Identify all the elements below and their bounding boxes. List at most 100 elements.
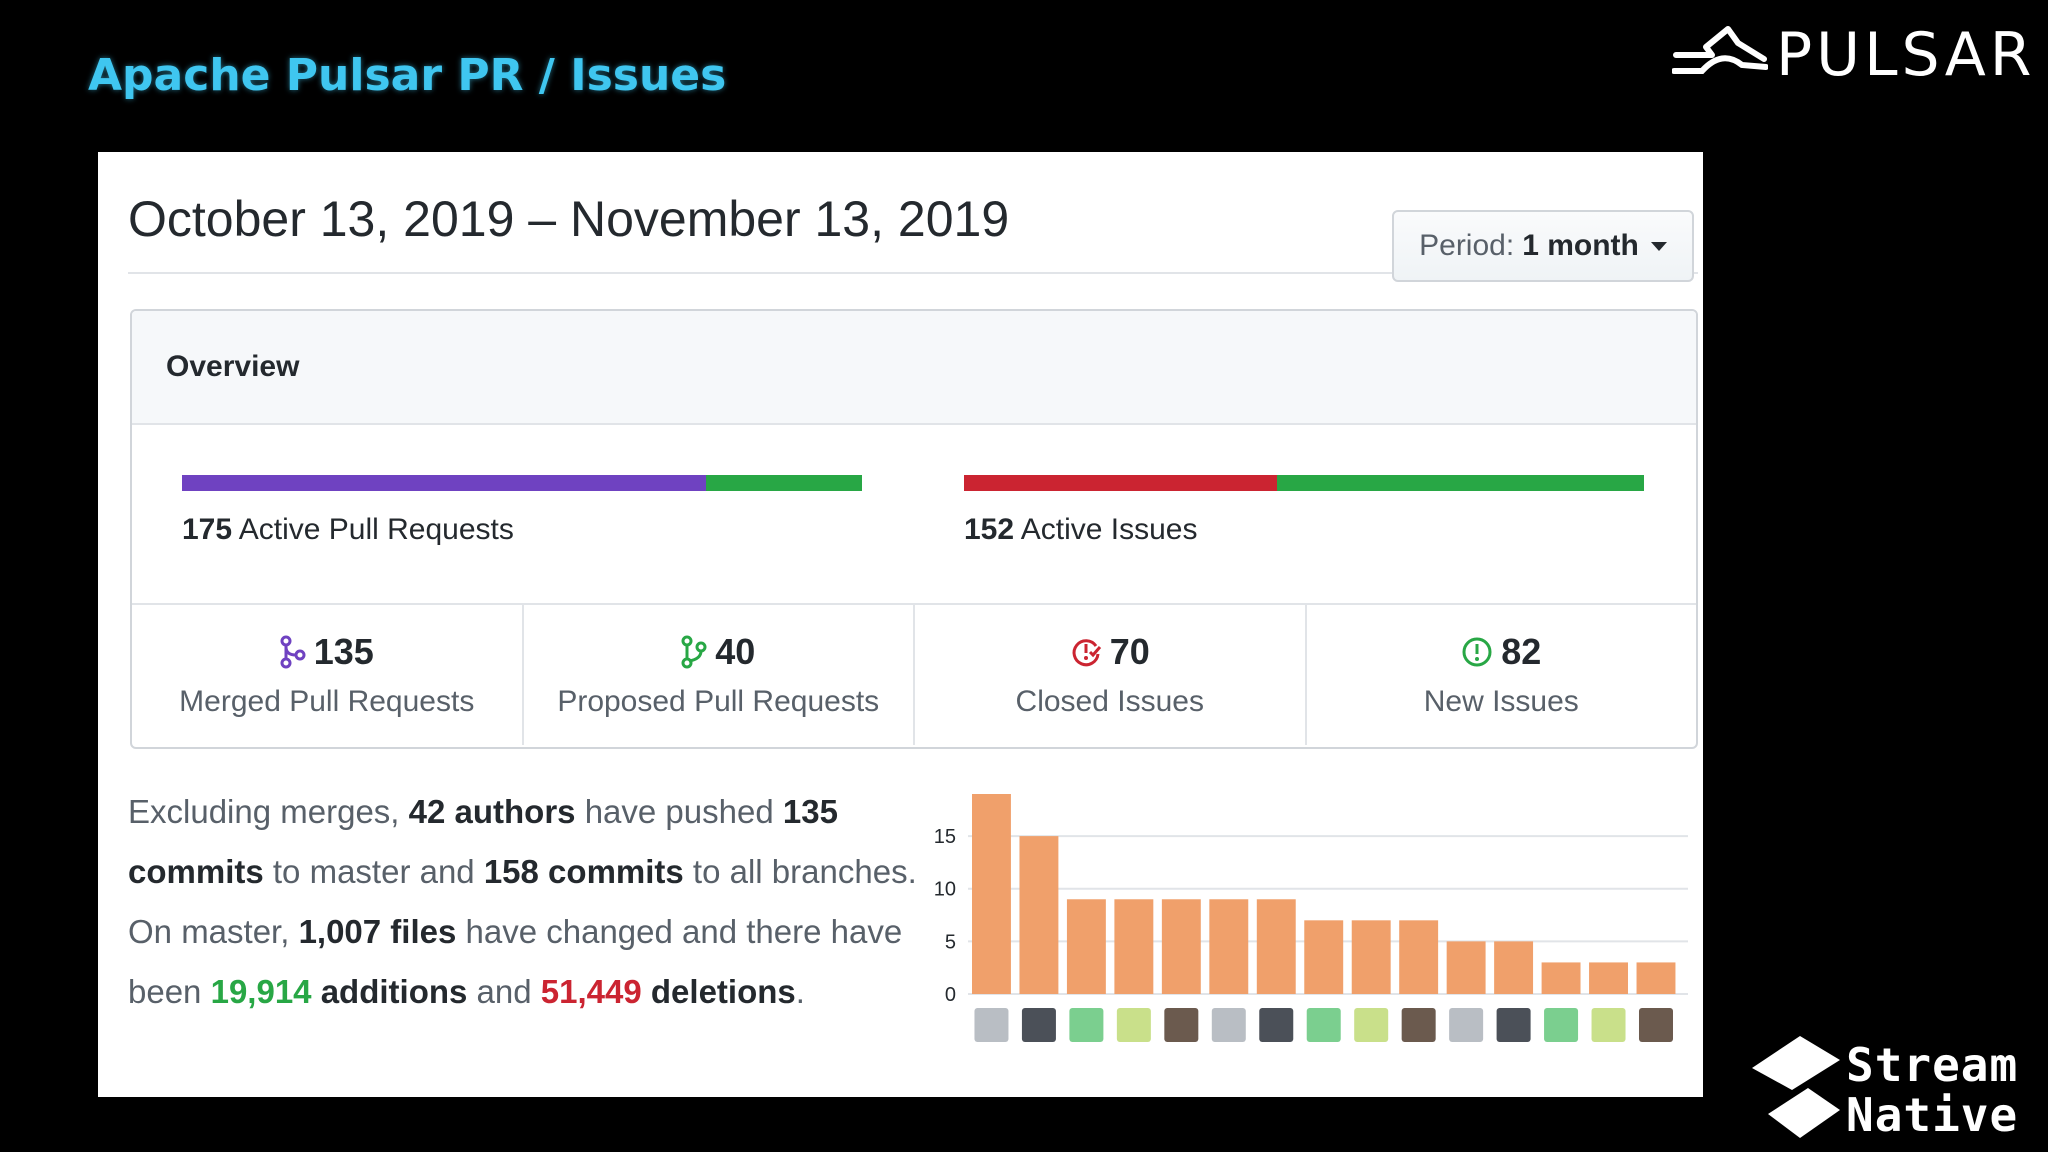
slide-title: Apache Pulsar PR / Issues: [88, 50, 727, 101]
merged-prs-label: Merged Pull Requests: [179, 685, 475, 718]
overview-panel: Overview 175 Active Pull Requests 15: [130, 309, 1698, 749]
chart-bar-4[interactable]: [1114, 899, 1154, 994]
author-avatar-4[interactable]: [1116, 1008, 1151, 1042]
caret-down-icon: [1650, 241, 1667, 251]
chart-bar-12[interactable]: [1494, 941, 1534, 994]
author-avatar-15[interactable]: [1638, 1008, 1673, 1042]
issue-opened-icon: [1462, 637, 1492, 667]
pulsar-wave-icon: [1672, 26, 1768, 74]
closed-issues-value: 70: [1109, 631, 1150, 672]
commit-summary-paragraph: Excluding merges, 42 authors have pushed…: [128, 782, 928, 1022]
date-range-title: October 13, 2019 – November 13, 2019: [128, 191, 1010, 247]
new-issues-value: 82: [1501, 631, 1542, 672]
author-avatar-6[interactable]: [1211, 1008, 1246, 1042]
closed-issues-stat[interactable]: 70 Closed Issues: [915, 605, 1307, 745]
author-avatar-14[interactable]: [1591, 1008, 1626, 1042]
pull-requests-progress-bar: [182, 475, 862, 491]
proposed-prs-segment: [706, 475, 862, 491]
new-issues-segment: [1276, 475, 1644, 491]
streamnative-logo-line2: Native: [1846, 1088, 2019, 1142]
summary-text-3: to master and: [263, 853, 484, 890]
chart-bar-1[interactable]: [972, 794, 1011, 994]
active-pull-requests-caption: 175 Active Pull Requests: [182, 513, 862, 547]
summary-text-7: .: [795, 973, 805, 1010]
streamnative-logo: Stream Native: [1748, 1030, 2038, 1146]
closed-issues-segment: [964, 475, 1277, 491]
new-issues-label: New Issues: [1423, 685, 1579, 718]
chart-bar-11[interactable]: [1446, 941, 1486, 994]
author-avatar-11[interactable]: [1449, 1008, 1484, 1042]
author-avatar-12[interactable]: [1496, 1008, 1531, 1042]
period-dropdown-button[interactable]: Period: 1 month: [1392, 210, 1694, 282]
chart-bar-15[interactable]: [1636, 962, 1676, 994]
author-avatar-1[interactable]: [974, 1008, 1009, 1042]
merged-pull-requests-stat[interactable]: 135 Merged Pull Requests: [132, 605, 524, 745]
chart-bar-8[interactable]: [1304, 920, 1344, 994]
pulsar-logo: PULSAR: [1672, 10, 2032, 100]
author-avatar-2[interactable]: [1021, 1008, 1056, 1042]
summary-text-2: have pushed: [575, 793, 783, 830]
git-merge-icon: [280, 635, 306, 669]
authors-count: 42 authors: [408, 793, 576, 830]
streamnative-logo-line1: Stream: [1846, 1038, 2019, 1092]
active-pr-label: Active Pull Requests: [238, 513, 514, 546]
additions-count: 19,914: [210, 973, 312, 1010]
merged-prs-value: 135: [313, 631, 374, 672]
chart-bar-7[interactable]: [1256, 899, 1296, 994]
proposed-pull-requests-stat[interactable]: 40 Proposed Pull Requests: [524, 605, 915, 745]
author-avatar-8[interactable]: [1306, 1008, 1341, 1042]
chart-bar-9[interactable]: [1351, 920, 1391, 994]
activity-bars-row: 175 Active Pull Requests 152 Active Issu…: [132, 425, 1696, 605]
overview-title: Overview: [132, 311, 1696, 425]
git-pull-request-icon: [681, 635, 707, 669]
active-pr-count: 175: [182, 513, 233, 546]
streamnative-mark-icon: [1752, 1036, 1840, 1138]
active-issues-caption: 152 Active Issues: [964, 513, 1644, 547]
summary-text-4: to all branches. On master,: [128, 853, 917, 950]
proposed-prs-label: Proposed Pull Requests: [557, 685, 880, 718]
chart-bar-6[interactable]: [1209, 899, 1249, 994]
issue-closed-icon: [1072, 639, 1101, 667]
chart-bar-10[interactable]: [1399, 920, 1439, 994]
additions-label: additions: [311, 973, 468, 1010]
author-avatar-7[interactable]: [1259, 1008, 1294, 1042]
y-tick-label-3: 15: [934, 826, 956, 848]
summary-text-1: Excluding merges,: [128, 793, 409, 830]
stats-row: 135 Merged Pull Requests 40 Proposed Pul…: [132, 605, 1696, 745]
chart-bar-5[interactable]: [1161, 899, 1201, 994]
merged-prs-segment: [182, 475, 707, 491]
all-branch-commits-count: 158 commits: [483, 853, 684, 890]
author-avatar-5[interactable]: [1164, 1008, 1199, 1042]
author-avatar-13[interactable]: [1544, 1008, 1579, 1042]
master-commits-count: 135 commits: [128, 793, 838, 890]
y-tick-label-1: 5: [945, 931, 956, 953]
pulsar-logo-text: PULSAR: [1776, 20, 2036, 90]
deletions-label: deletions: [641, 973, 796, 1010]
period-value: 1 month: [1522, 229, 1639, 262]
chart-bar-3[interactable]: [1066, 899, 1106, 994]
new-issues-stat[interactable]: 82 New Issues: [1307, 605, 1697, 745]
deletions-count: 51,449: [540, 973, 642, 1010]
active-issues-count: 152: [964, 513, 1015, 546]
y-tick-label-0: 0: [945, 984, 956, 1006]
chart-bar-14[interactable]: [1589, 962, 1628, 994]
period-label: Period:: [1419, 229, 1515, 262]
top-committers-chart: 0 5 10 15: [934, 794, 1688, 1042]
author-avatar-10[interactable]: [1401, 1008, 1436, 1042]
chart-bar-2[interactable]: [1019, 836, 1059, 994]
y-tick-label-2: 10: [934, 879, 956, 901]
closed-issues-label: Closed Issues: [1015, 685, 1204, 718]
proposed-prs-value: 40: [715, 631, 756, 672]
summary-text-6: and: [467, 973, 541, 1010]
summary-text-5: have changed and there have been: [128, 913, 903, 1010]
author-avatar-3[interactable]: [1069, 1008, 1104, 1042]
files-changed-count: 1,007 files: [298, 913, 457, 950]
chart-bar-13[interactable]: [1541, 962, 1581, 994]
author-avatar-9[interactable]: [1354, 1008, 1389, 1042]
active-issues-label: Active Issues: [1020, 513, 1198, 546]
issues-summary[interactable]: 152 Active Issues: [964, 475, 1644, 547]
pulse-header: October 13, 2019 – November 13, 2019 Per…: [128, 182, 1698, 282]
issues-progress-bar: [964, 475, 1644, 491]
pull-requests-summary[interactable]: 175 Active Pull Requests: [182, 475, 862, 547]
pulse-card: October 13, 2019 – November 13, 2019 Per…: [98, 152, 1703, 1097]
